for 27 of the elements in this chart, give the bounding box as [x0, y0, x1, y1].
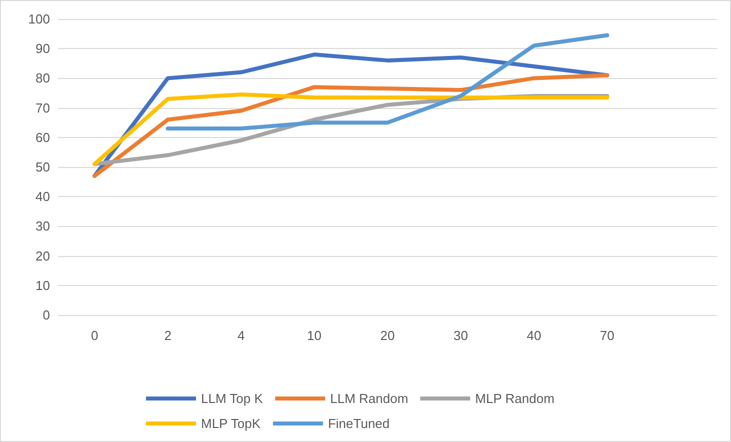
y-tick-label: 100: [28, 12, 50, 26]
legend-label: FineTuned: [328, 416, 390, 431]
y-tick-label: 50: [36, 160, 50, 174]
y-tick-label: 70: [36, 100, 50, 116]
y-tick-label: 30: [36, 218, 50, 234]
x-tick-label: 40: [526, 328, 542, 343]
y-tick-label: 0: [42, 308, 50, 322]
y-tick-label: 80: [36, 70, 50, 86]
legend-label: MLP Random: [475, 391, 554, 406]
x-tick-label: 20: [380, 328, 395, 343]
y-tick-label: 60: [36, 130, 50, 145]
y-tick-label: 40: [36, 189, 50, 204]
line-series: [166, 33, 610, 131]
x-tick-label: 30: [453, 328, 468, 343]
x-tick-label: 4: [237, 328, 245, 343]
x-tick-label: 0: [90, 328, 98, 343]
legend-label: LLM Top K: [201, 391, 264, 406]
line-series: [92, 52, 610, 178]
x-tick-label: 70: [600, 328, 614, 343]
y-tick-label: 20: [36, 248, 50, 264]
line-series: [92, 73, 610, 178]
legend-label: LLM Random: [330, 391, 408, 406]
y-tick-label: 90: [36, 41, 50, 56]
legend-label: MLP TopK: [201, 416, 261, 431]
x-tick-label: 10: [307, 328, 322, 343]
x-tick-label: 2: [164, 328, 172, 343]
y-tick-label: 10: [36, 278, 50, 293]
